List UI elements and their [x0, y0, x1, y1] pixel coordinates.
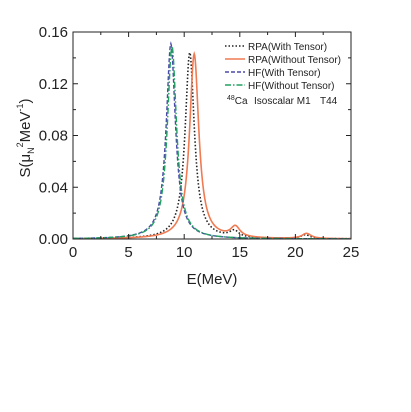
annotation-label: Isoscalar M1 [254, 96, 311, 107]
annotation-element: Ca [235, 96, 248, 107]
annotation: 48Ca Isoscalar M1 T44 [227, 95, 338, 107]
annotation-mass: 48 [227, 95, 235, 102]
x-axis-title: E(MeV) [187, 271, 238, 288]
x-tick-label: 15 [231, 244, 248, 261]
y-tick-label: 0.12 [39, 76, 68, 93]
tick-labels: 0 5 10 15 20 25 0.00 0.04 0.08 0.12 0.16 [39, 24, 360, 261]
y-tick-label: 0.00 [39, 231, 68, 248]
svg-text:48Ca: 48Ca [227, 95, 248, 107]
ticks-layer [72, 31, 352, 240]
series-line-1 [72, 51, 351, 240]
legend-label-hf-tensor: HF(With Tensor) [248, 68, 321, 79]
x-tick-label: 25 [343, 244, 360, 261]
y-axis-title: S(μN2MeV-1) [15, 98, 36, 177]
legend-label-rpa-tensor: RPA(With Tensor) [248, 42, 327, 53]
y-tick-label: 0.04 [39, 179, 68, 196]
legend: RPA(With Tensor) RPA(Without Tensor) HF(… [225, 42, 341, 92]
x-tick-label: 10 [176, 244, 193, 261]
x-tick-label: 0 [69, 244, 77, 261]
x-tick-label: 20 [287, 244, 304, 261]
annotation-force: T44 [320, 96, 338, 107]
y-tick-label: 0.16 [39, 24, 68, 41]
x-tick-label: 5 [124, 244, 132, 261]
y-tick-label: 0.08 [39, 128, 68, 145]
legend-label-rpa-notensor: RPA(Without Tensor) [248, 55, 341, 66]
legend-label-hf-notensor: HF(Without Tensor) [248, 81, 335, 92]
